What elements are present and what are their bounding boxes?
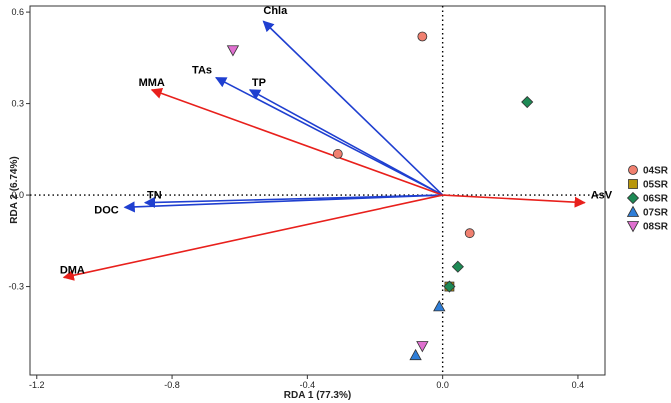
point-08sr-1: [226, 45, 240, 57]
arrow-label-tn: TN: [147, 190, 162, 202]
legend-key-05sr: [628, 179, 638, 189]
y-tick-label: 0.3: [11, 99, 24, 109]
x-axis-title: RDA 1 (77.3%): [284, 390, 351, 401]
legend-label-08sr: 08SR: [643, 222, 669, 233]
y-tick-label: 0.0: [11, 190, 24, 200]
arrow-mma: [150, 88, 443, 196]
legend-label-04sr: 04SR: [643, 166, 669, 177]
y-axis-title: RDA 2 (6.74%): [9, 156, 20, 223]
environmental-vectors: Chla TAs TP MMA TN DOC DMA AsV: [60, 5, 613, 281]
point-06sr-3: [443, 280, 456, 293]
legend-label-07sr: 07SR: [643, 208, 669, 219]
arrow-tp: [248, 89, 444, 196]
arrow-asv: [442, 194, 586, 208]
arrow-label-tas: TAs: [192, 65, 212, 77]
arrow-label-dma: DMA: [60, 264, 85, 276]
arrow-label-asv: AsV: [591, 190, 613, 202]
legend-key-04sr: [628, 165, 638, 175]
x-tick-label: -1.2: [29, 380, 45, 390]
x-tick-label: 0.0: [436, 380, 449, 390]
x-tick-label: 0.4: [572, 380, 585, 390]
point-07sr-1: [433, 300, 446, 312]
legend-key-07sr: [626, 205, 640, 217]
arrow-chla: [262, 20, 444, 196]
plot-panel: [29, 5, 606, 376]
x-axis: -1.2 -0.8 -0.4 0.0 0.4: [29, 375, 584, 390]
legend-key-06sr: [626, 191, 640, 205]
point-07sr-2: [409, 348, 422, 361]
legend-key-08sr: [626, 221, 640, 233]
zero-reference-lines: [30, 6, 605, 375]
point-06sr-1: [521, 95, 534, 109]
x-tick-label: -0.8: [164, 380, 180, 390]
point-04sr-2: [332, 149, 343, 159]
arrow-label-doc: DOC: [94, 204, 119, 216]
arrow-label-chla: Chla: [263, 5, 288, 17]
point-04sr-3: [464, 228, 475, 239]
arrow-dma: [62, 194, 443, 281]
y-tick-label: -0.3: [8, 282, 24, 292]
legend-label-06sr: 06SR: [643, 194, 669, 205]
legend-label-05sr: 05SR: [643, 180, 669, 191]
arrow-label-tp: TP: [252, 77, 266, 89]
x-tick-label: -0.4: [300, 380, 316, 390]
sample-points: [226, 31, 534, 361]
point-08sr-2: [416, 341, 429, 353]
arrow-label-mma: MMA: [139, 77, 165, 89]
legend: 04SR 05SR 06SR 07SR 08SR: [626, 165, 669, 233]
point-04sr-1: [417, 31, 428, 42]
arrow-doc: [123, 194, 443, 213]
y-tick-label: 0.6: [11, 7, 24, 17]
point-06sr-2: [451, 260, 464, 273]
y-axis: -0.3 0.0 0.3 0.6: [8, 7, 30, 292]
